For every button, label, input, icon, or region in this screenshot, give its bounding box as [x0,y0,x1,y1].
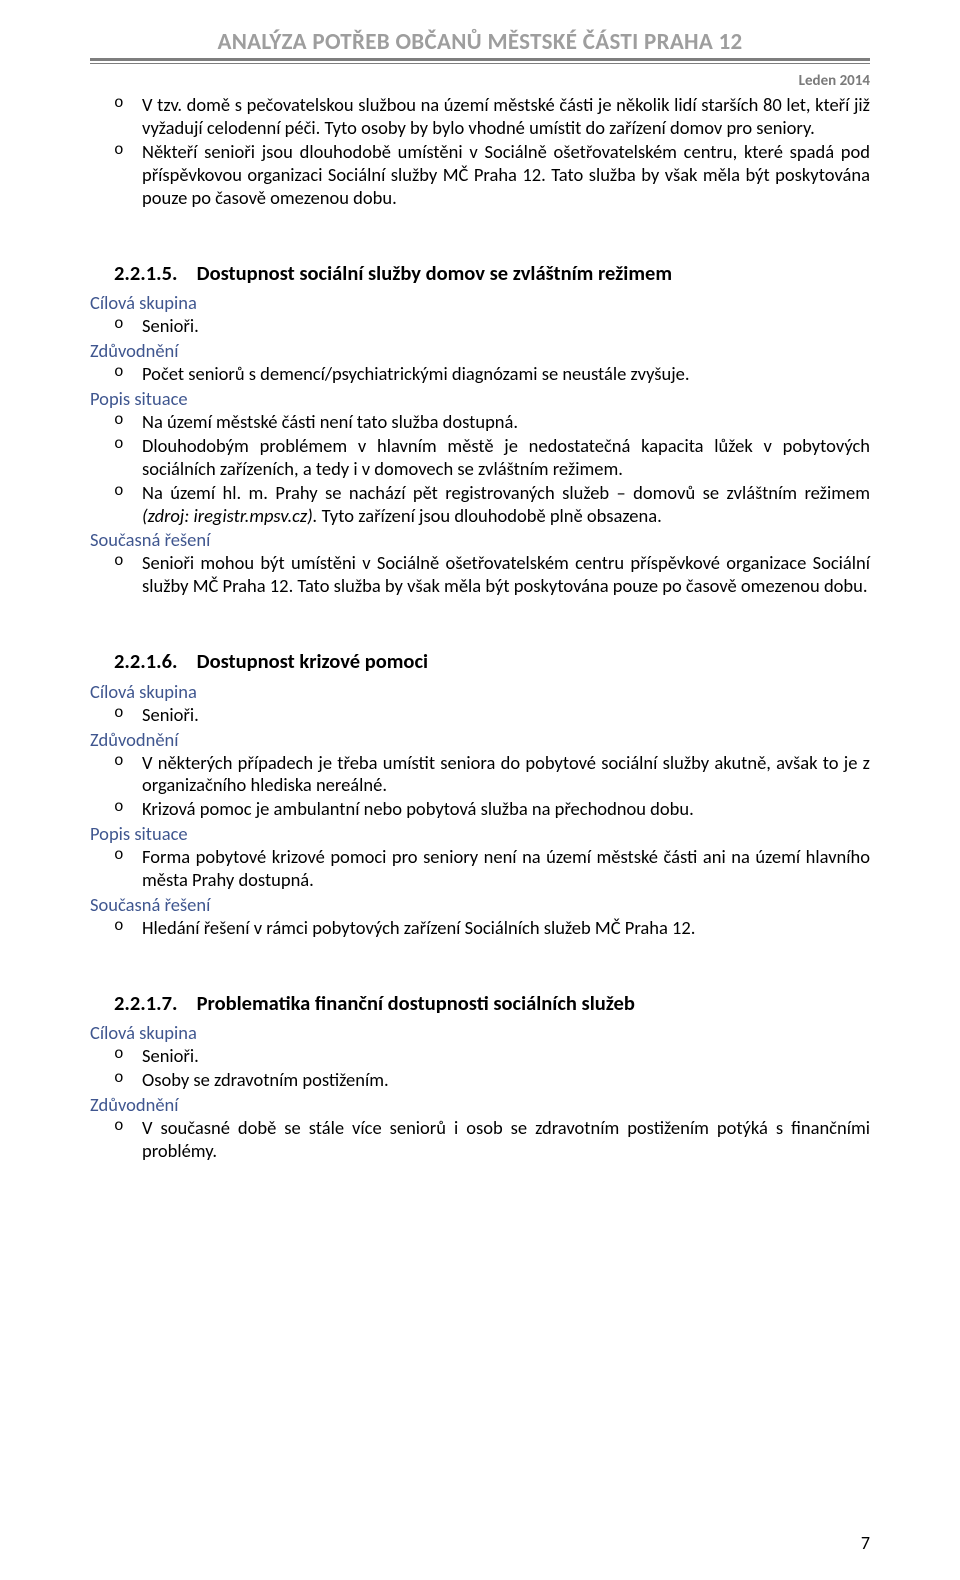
list-item: Forma pobytové krizové pomoci pro senior… [142,846,870,892]
section-number: 2.2.1.7. [114,991,192,1016]
list-item: V současné době se stále více seniorů i … [142,1117,870,1163]
section-number: 2.2.1.5. [114,261,192,286]
list-item: Senioři. [142,704,870,727]
label-zduvodneni: Zdůvodnění [90,340,870,363]
page-number: 7 [861,1532,870,1554]
cilova-list: Senioři. [90,315,870,338]
label-zduvodneni: Zdůvodnění [90,1094,870,1117]
list-item: Někteří senioři jsou dlouhodobě umístěni… [142,141,870,210]
section-title: Problematika finanční dostupnosti sociál… [197,990,635,1016]
cilova-list: Senioři. [90,704,870,727]
doc-date: Leden 2014 [90,72,870,90]
cilova-list: Senioři. Osoby se zdravotním postižením. [90,1045,870,1092]
label-cilova: Cílová skupina [90,292,870,315]
zduvod-list: Počet seniorů s demencí/psychiatrickými … [90,363,870,386]
header-rule-thick [90,58,870,61]
popis-list: Na území městské části není tato služba … [90,411,870,528]
section-heading-2215: 2.2.1.5. Dostupnost sociální služby domo… [114,261,870,286]
section-title: Dostupnost krizové pomoci [197,648,428,674]
zduvod-list: V některých případech je třeba umístit s… [90,752,870,822]
popis-list: Forma pobytové krizové pomoci pro senior… [90,846,870,892]
body: V tzv. domě s pečovatelskou službou na ú… [90,94,870,1163]
list-item: Senioři mohou být umístěni v Sociálně oš… [142,552,870,598]
list-item: Dlouhodobým problémem v hlavním městě je… [142,435,870,481]
list-item: V tzv. domě s pečovatelskou službou na ú… [142,94,870,140]
reseni-list: Hledání řešení v rámci pobytových zaříze… [90,917,870,940]
header-rule-thin [90,63,870,64]
label-cilova: Cílová skupina [90,1022,870,1045]
reseni-list: Senioři mohou být umístěni v Sociálně oš… [90,552,870,598]
list-item: Hledání řešení v rámci pobytových zaříze… [142,917,870,940]
label-reseni: Současná řešení [90,529,870,552]
label-reseni: Současná řešení [90,894,870,917]
doc-title: ANALÝZA POTŘEB OBČANŮ MĚSTSKÉ ČÁSTI PRAH… [90,28,870,56]
label-cilova: Cílová skupina [90,681,870,704]
label-zduvodneni: Zdůvodnění [90,729,870,752]
list-item: Počet seniorů s demencí/psychiatrickými … [142,363,870,386]
label-popis: Popis situace [90,823,870,846]
label-popis: Popis situace [90,388,870,411]
list-item: Na území hl. m. Prahy se nachází pět reg… [142,482,870,528]
list-item: Krizová pomoc je ambulantní nebo pobytov… [142,798,870,821]
section-number: 2.2.1.6. [114,649,192,674]
page: ANALÝZA POTŘEB OBČANŮ MĚSTSKÉ ČÁSTI PRAH… [0,0,960,1580]
list-item: Senioři. [142,315,870,338]
section-title: Dostupnost sociální služby domov se zvlá… [197,260,672,286]
intro-list: V tzv. domě s pečovatelskou službou na ú… [90,94,870,210]
list-item: Na území městské části není tato služba … [142,411,870,434]
list-item: Senioři. [142,1045,870,1068]
list-item: V některých případech je třeba umístit s… [142,752,870,798]
section-heading-2216: 2.2.1.6. Dostupnost krizové pomoci [114,649,870,674]
list-item: Osoby se zdravotním postižením. [142,1069,870,1092]
section-heading-2217: 2.2.1.7. Problematika finanční dostupnos… [114,991,870,1016]
zduvod-list: V současné době se stále více seniorů i … [90,1117,870,1163]
